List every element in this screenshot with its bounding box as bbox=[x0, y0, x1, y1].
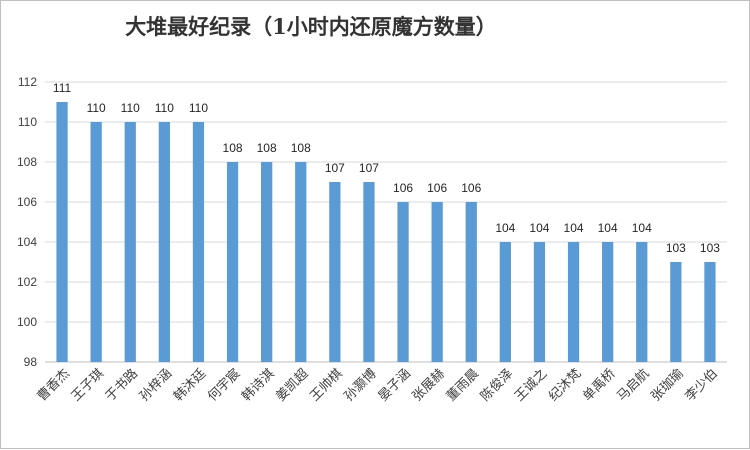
bar bbox=[602, 242, 614, 362]
data-label: 111 bbox=[53, 81, 72, 95]
y-tick-label: 98 bbox=[24, 355, 38, 369]
data-label: 110 bbox=[121, 101, 140, 115]
x-tick-label: 晏子涵 bbox=[376, 366, 414, 404]
data-label: 107 bbox=[325, 161, 345, 175]
data-label: 104 bbox=[598, 221, 618, 235]
chart-title: 大堆最好纪录（1小时内还原魔方数量） bbox=[125, 14, 497, 39]
data-label: 104 bbox=[632, 221, 652, 235]
y-tick-label: 100 bbox=[17, 315, 37, 329]
data-label: 107 bbox=[359, 161, 379, 175]
data-label: 104 bbox=[495, 221, 515, 235]
x-tick-label: 张珈瑜 bbox=[648, 366, 686, 404]
data-label: 103 bbox=[666, 241, 686, 255]
x-tick-label: 曹香杰 bbox=[35, 366, 73, 404]
data-label: 108 bbox=[257, 141, 277, 155]
x-tick-label: 李少伯 bbox=[683, 366, 721, 404]
x-tick-label: 张展赫 bbox=[410, 366, 448, 404]
x-tick-label: 王子琪 bbox=[69, 366, 107, 404]
bar bbox=[192, 122, 205, 362]
x-tick-label: 孙灏博 bbox=[341, 366, 380, 405]
data-label: 110 bbox=[155, 101, 174, 115]
data-label: 110 bbox=[189, 101, 208, 115]
data-label: 104 bbox=[564, 221, 584, 235]
y-tick-label: 102 bbox=[17, 275, 37, 289]
bar bbox=[567, 242, 580, 362]
bar bbox=[295, 162, 307, 362]
data-label: 106 bbox=[427, 181, 447, 195]
y-tick-label: 112 bbox=[18, 75, 37, 89]
data-label: 108 bbox=[223, 141, 243, 155]
x-tick-label: 王帅棋 bbox=[307, 366, 345, 404]
x-tick-label: 单禹桥 bbox=[580, 366, 618, 404]
data-label: 104 bbox=[529, 221, 549, 235]
bar bbox=[363, 182, 375, 362]
x-tick-label: 孙梓涵 bbox=[137, 366, 175, 404]
bar bbox=[397, 202, 409, 362]
data-label: 106 bbox=[461, 181, 481, 195]
x-tick-label: 韩沐廷 bbox=[171, 366, 209, 404]
bar bbox=[329, 182, 341, 362]
bar bbox=[431, 202, 443, 362]
bar bbox=[261, 162, 273, 362]
x-tick-label: 马启航 bbox=[614, 366, 653, 405]
data-label: 110 bbox=[87, 101, 106, 115]
bar bbox=[465, 202, 477, 362]
x-tick-label: 王诚之 bbox=[512, 366, 550, 404]
bar bbox=[533, 242, 546, 362]
bar bbox=[704, 262, 716, 362]
bar bbox=[226, 162, 239, 362]
x-tick-label: 纪沐梵 bbox=[546, 366, 584, 404]
data-label: 103 bbox=[700, 241, 720, 255]
y-tick-label: 108 bbox=[17, 155, 37, 169]
x-tick-label: 陈俊泽 bbox=[477, 366, 516, 405]
x-tick-label: 于书路 bbox=[102, 366, 141, 405]
bar bbox=[636, 242, 648, 362]
data-label: 108 bbox=[291, 141, 311, 155]
bar bbox=[670, 262, 682, 362]
bar bbox=[158, 122, 170, 362]
bar bbox=[124, 122, 136, 362]
y-tick-label: 104 bbox=[17, 235, 37, 249]
x-tick-label: 何宇宸 bbox=[204, 366, 243, 405]
data-label: 106 bbox=[393, 181, 413, 195]
bar bbox=[56, 102, 68, 362]
bar bbox=[90, 122, 102, 362]
bar bbox=[499, 242, 511, 362]
x-tick-label: 姜凯超 bbox=[273, 366, 311, 404]
x-tick-label: 董雨晨 bbox=[444, 366, 482, 404]
y-tick-label: 110 bbox=[18, 115, 37, 129]
x-tick-label: 韩诗淇 bbox=[239, 366, 277, 404]
y-tick-label: 106 bbox=[17, 195, 37, 209]
